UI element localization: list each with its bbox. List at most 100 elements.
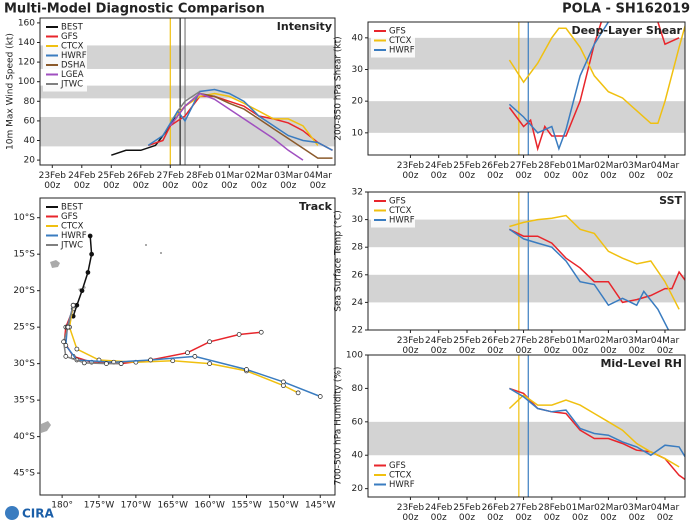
x-tick-label: 04Mar 00z: [651, 336, 680, 356]
plot-frame: [39, 17, 336, 166]
figure-title: Multi-Model Diagnostic Comparison: [4, 2, 265, 17]
x-tick-label: 175°W: [84, 501, 115, 511]
x-tick-label: 03Mar 00z: [622, 161, 651, 181]
shade-band: [40, 45, 335, 69]
series-line: [508, 228, 670, 330]
plot-frame: [39, 197, 336, 496]
x-tick-label: 155°W: [231, 501, 262, 511]
legend-label: HWRF: [389, 480, 415, 490]
legend-label: GFS: [389, 197, 406, 207]
x-tick-label: 150°W: [268, 501, 299, 511]
y-tick-label: 40: [352, 451, 364, 461]
x-tick-label: 24Feb 00z: [425, 161, 453, 181]
logo-text: CIRA: [22, 507, 55, 521]
y-tick-label: 20°S: [13, 286, 35, 296]
x-tick-label: 27Feb 00z: [157, 171, 185, 191]
track-point: [236, 332, 242, 337]
x-tick-label: 01Mar 00z: [566, 503, 595, 523]
shade-band: [40, 116, 335, 147]
y-tick-label: 20: [352, 484, 364, 494]
track-point: [61, 339, 66, 345]
legend-label: JTWC: [60, 241, 83, 251]
track-point: [244, 367, 249, 372]
y-tick-label: 22: [352, 326, 363, 336]
legend-label: CTCX: [389, 36, 412, 46]
y-tick-label: 60: [352, 417, 364, 427]
logo-mark: [5, 506, 19, 520]
shade-band: [368, 101, 685, 133]
legend-label: LGEA: [61, 70, 84, 80]
x-tick-label: 03Mar 00z: [274, 171, 303, 191]
legend-label: HWRF: [61, 51, 87, 61]
y-axis-label: 200-850 hPa Shear (kt): [334, 36, 344, 140]
series-line: [509, 228, 685, 304]
legend-label: GFS: [389, 27, 406, 37]
track-point: [281, 379, 286, 385]
x-tick-label: 23Feb 00z: [39, 171, 67, 191]
y-axis-label: Sea Surface Temp (°C): [334, 210, 344, 311]
legend-label: HWRF: [389, 216, 415, 226]
panel: 10°S 15°S 20°S 25°S 30°S 35°S 40°S 45°S 180° 175°…: [13, 197, 336, 511]
x-tick-label: 145°W: [305, 501, 336, 511]
shade-band: [368, 219, 685, 248]
y-tick-label: 30°S: [13, 359, 35, 369]
island: [145, 244, 162, 254]
y-tick-label: 140: [18, 38, 35, 48]
series-line: [508, 22, 610, 151]
series-line: [508, 23, 685, 125]
track-point: [74, 346, 80, 352]
y-tick-label: 80: [352, 384, 364, 394]
x-tick-label: 27Feb 00z: [510, 161, 538, 181]
series-line: [147, 95, 333, 151]
plot-frame: [367, 191, 686, 331]
track-point: [192, 354, 198, 359]
x-tick-label: 03Mar 00z: [622, 336, 651, 356]
x-tick-label: 26Feb 00z: [127, 171, 155, 191]
series-group: [61, 233, 323, 399]
track-point: [207, 361, 212, 366]
track-point: [65, 324, 71, 330]
x-tick-label: 03Mar 00z: [622, 503, 651, 523]
y-tick-label: 30: [352, 215, 364, 225]
series-line: [169, 92, 304, 161]
series-line: [177, 90, 201, 112]
x-tick-label: 26Feb 00z: [482, 503, 510, 523]
legend-label: CTCX: [389, 206, 412, 216]
track-point: [89, 251, 94, 257]
island: [41, 421, 51, 433]
panel-title: Track: [299, 200, 333, 213]
x-tick-label: 170°W: [121, 501, 152, 511]
x-tick-label: 27Feb 00z: [510, 503, 538, 523]
track-point: [81, 360, 87, 366]
track-point: [148, 357, 153, 363]
track-point: [70, 302, 76, 308]
x-tick-label: 28Feb 00z: [538, 503, 566, 523]
x-tick-label: 28Feb 00z: [538, 336, 566, 356]
x-tick-label: 04Mar 00z: [304, 171, 333, 191]
y-tick-label: 100: [18, 77, 35, 87]
y-tick-label: 25°S: [13, 323, 35, 333]
x-tick-label: 23Feb 00z: [397, 161, 425, 181]
panel-title: Deep-Layer Shear: [571, 24, 682, 37]
series-line: [508, 394, 680, 468]
legend-label: CTCX: [61, 222, 84, 232]
legend-label: HWRF: [61, 231, 87, 241]
y-tick-label: 60: [24, 116, 36, 126]
y-tick-label: 40: [24, 136, 36, 146]
y-tick-label: 15°S: [13, 250, 35, 260]
series-line: [509, 214, 680, 310]
island: [50, 260, 60, 268]
x-tick-label: 01Mar 00z: [215, 171, 244, 191]
legend-label: HWRF: [389, 46, 415, 56]
x-tick-label: 25Feb 00z: [453, 161, 481, 181]
plot-frame: [367, 354, 686, 498]
series-line: [147, 88, 333, 151]
track-point: [85, 270, 91, 275]
y-tick-label: 10°S: [13, 213, 35, 223]
y-tick-label: 100: [346, 351, 363, 361]
series-group: [508, 387, 685, 481]
y-axis-label: 10m Max Wind Speed (kt): [6, 33, 16, 150]
